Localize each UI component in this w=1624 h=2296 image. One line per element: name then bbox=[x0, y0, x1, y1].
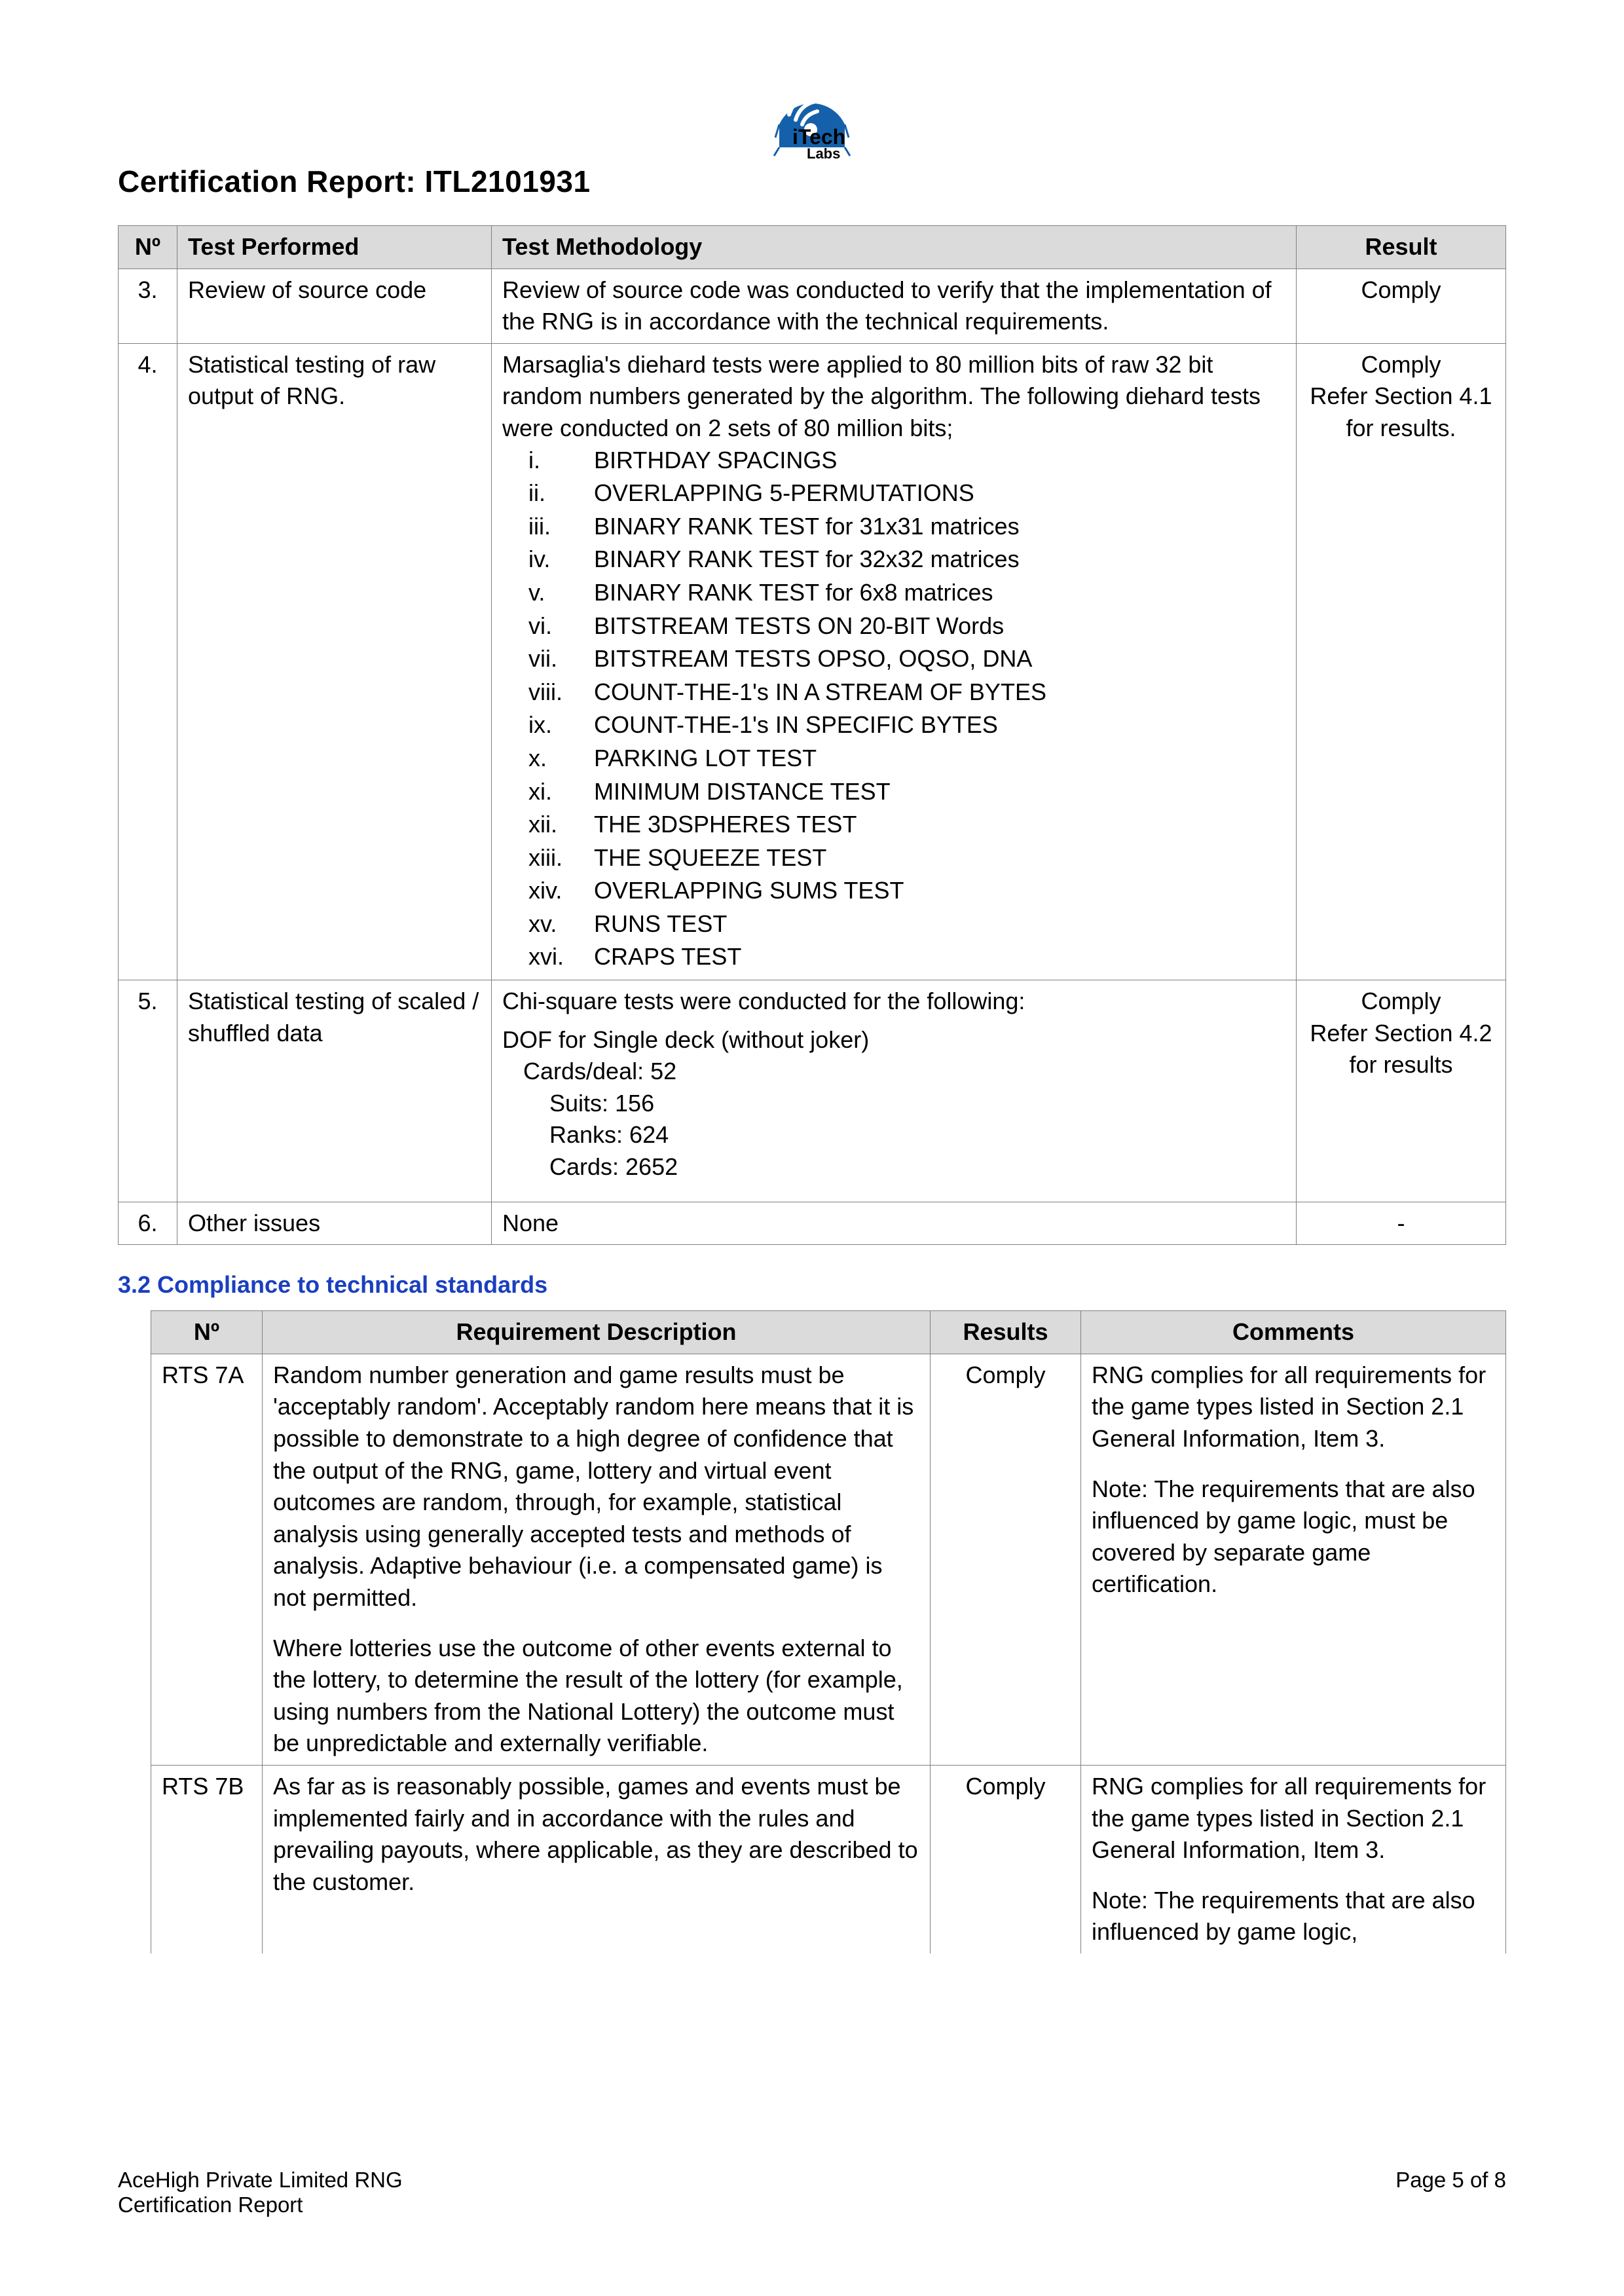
table-row: RTS 7A Random number generation and game… bbox=[151, 1354, 1506, 1765]
footer-page: Page 5 of 8 bbox=[1395, 2168, 1506, 2217]
cell-comments: RNG complies for all requirements for th… bbox=[1081, 1354, 1506, 1765]
method-line: Cards/deal: 52 bbox=[523, 1056, 1285, 1088]
cell-no: 4. bbox=[119, 343, 177, 980]
col-test: Test Performed bbox=[177, 226, 492, 269]
svg-text:Labs: Labs bbox=[807, 145, 840, 162]
cell-desc: Random number generation and game result… bbox=[263, 1354, 931, 1765]
table-row: 5. Statistical testing of scaled / shuff… bbox=[119, 980, 1506, 1202]
comments-p1: RNG complies for all requirements for th… bbox=[1092, 1360, 1495, 1455]
cell-desc: As far as is reasonably possible, games … bbox=[263, 1765, 931, 1953]
desc-p2: Where lotteries use the outcome of other… bbox=[273, 1633, 919, 1760]
result-comply: Comply bbox=[1307, 986, 1495, 1018]
footer-company: AceHigh Private Limited RNG bbox=[118, 2168, 403, 2193]
method-line: Ranks: 624 bbox=[549, 1119, 1285, 1151]
desc-p1: As far as is reasonably possible, games … bbox=[273, 1771, 919, 1898]
col-method: Test Methodology bbox=[492, 226, 1297, 269]
logo: iTech Labs bbox=[760, 59, 864, 170]
comments-p2: Note: The requirements that are also inf… bbox=[1092, 1885, 1495, 1948]
method-line: Suits: 156 bbox=[549, 1088, 1285, 1120]
col-results: Results bbox=[931, 1311, 1081, 1354]
compliance-table: Nº Requirement Description Results Comme… bbox=[151, 1310, 1506, 1953]
diehard-test-list: i.BIRTHDAY SPACINGS ii.OVERLAPPING 5-PER… bbox=[502, 445, 1285, 974]
section-3-2-heading: 3.2 Compliance to technical standards bbox=[118, 1271, 1506, 1299]
cell-method: None bbox=[492, 1202, 1297, 1245]
cell-test: Other issues bbox=[177, 1202, 492, 1245]
col-result: Result bbox=[1297, 226, 1506, 269]
cell-method: Marsaglia's diehard tests were applied t… bbox=[492, 343, 1297, 980]
cell-no: RTS 7A bbox=[151, 1354, 263, 1765]
cell-comments: RNG complies for all requirements for th… bbox=[1081, 1765, 1506, 1953]
cell-no: RTS 7B bbox=[151, 1765, 263, 1953]
table-row: 6. Other issues None - bbox=[119, 1202, 1506, 1245]
cell-result: - bbox=[1297, 1202, 1506, 1245]
footer-doctype: Certification Report bbox=[118, 2193, 403, 2217]
cell-no: 3. bbox=[119, 268, 177, 343]
footer-left: AceHigh Private Limited RNG Certificatio… bbox=[118, 2168, 403, 2217]
table-row: 3. Review of source code Review of sourc… bbox=[119, 268, 1506, 343]
cell-results: Comply bbox=[931, 1354, 1081, 1765]
col-comments: Comments bbox=[1081, 1311, 1506, 1354]
table-row: 4. Statistical testing of raw output of … bbox=[119, 343, 1506, 980]
comments-p2: Note: The requirements that are also inf… bbox=[1092, 1473, 1495, 1601]
cell-test: Statistical testing of scaled / shuffled… bbox=[177, 980, 492, 1202]
cell-result: Comply Refer Section 4.2 for results bbox=[1297, 980, 1506, 1202]
cell-no: 6. bbox=[119, 1202, 177, 1245]
method-line: Cards: 2652 bbox=[549, 1151, 1285, 1183]
cell-test: Review of source code bbox=[177, 268, 492, 343]
cell-test: Statistical testing of raw output of RNG… bbox=[177, 343, 492, 980]
method-line: DOF for Single deck (without joker) bbox=[502, 1024, 1285, 1056]
cell-result: Comply bbox=[1297, 268, 1506, 343]
result-refer: Refer Section 4.1 for results. bbox=[1307, 380, 1495, 444]
table-row: RTS 7B As far as is reasonably possible,… bbox=[151, 1765, 1506, 1953]
cell-results: Comply bbox=[931, 1765, 1081, 1953]
cell-method: Review of source code was conducted to v… bbox=[492, 268, 1297, 343]
cell-result: Comply Refer Section 4.1 for results. bbox=[1297, 343, 1506, 980]
col-desc: Requirement Description bbox=[263, 1311, 931, 1354]
method-intro: Marsaglia's diehard tests were applied t… bbox=[502, 349, 1285, 445]
result-refer: Refer Section 4.2 for results bbox=[1307, 1018, 1495, 1081]
desc-p1: Random number generation and game result… bbox=[273, 1360, 919, 1614]
result-comply: Comply bbox=[1307, 349, 1495, 381]
col-no: Nº bbox=[119, 226, 177, 269]
col-no: Nº bbox=[151, 1311, 263, 1354]
cell-no: 5. bbox=[119, 980, 177, 1202]
cell-method: Chi-square tests were conducted for the … bbox=[492, 980, 1297, 1202]
method-line: Chi-square tests were conducted for the … bbox=[502, 986, 1285, 1018]
page-footer: AceHigh Private Limited RNG Certificatio… bbox=[118, 2168, 1506, 2217]
comments-p1: RNG complies for all requirements for th… bbox=[1092, 1771, 1495, 1866]
test-performed-table: Nº Test Performed Test Methodology Resul… bbox=[118, 225, 1506, 1245]
